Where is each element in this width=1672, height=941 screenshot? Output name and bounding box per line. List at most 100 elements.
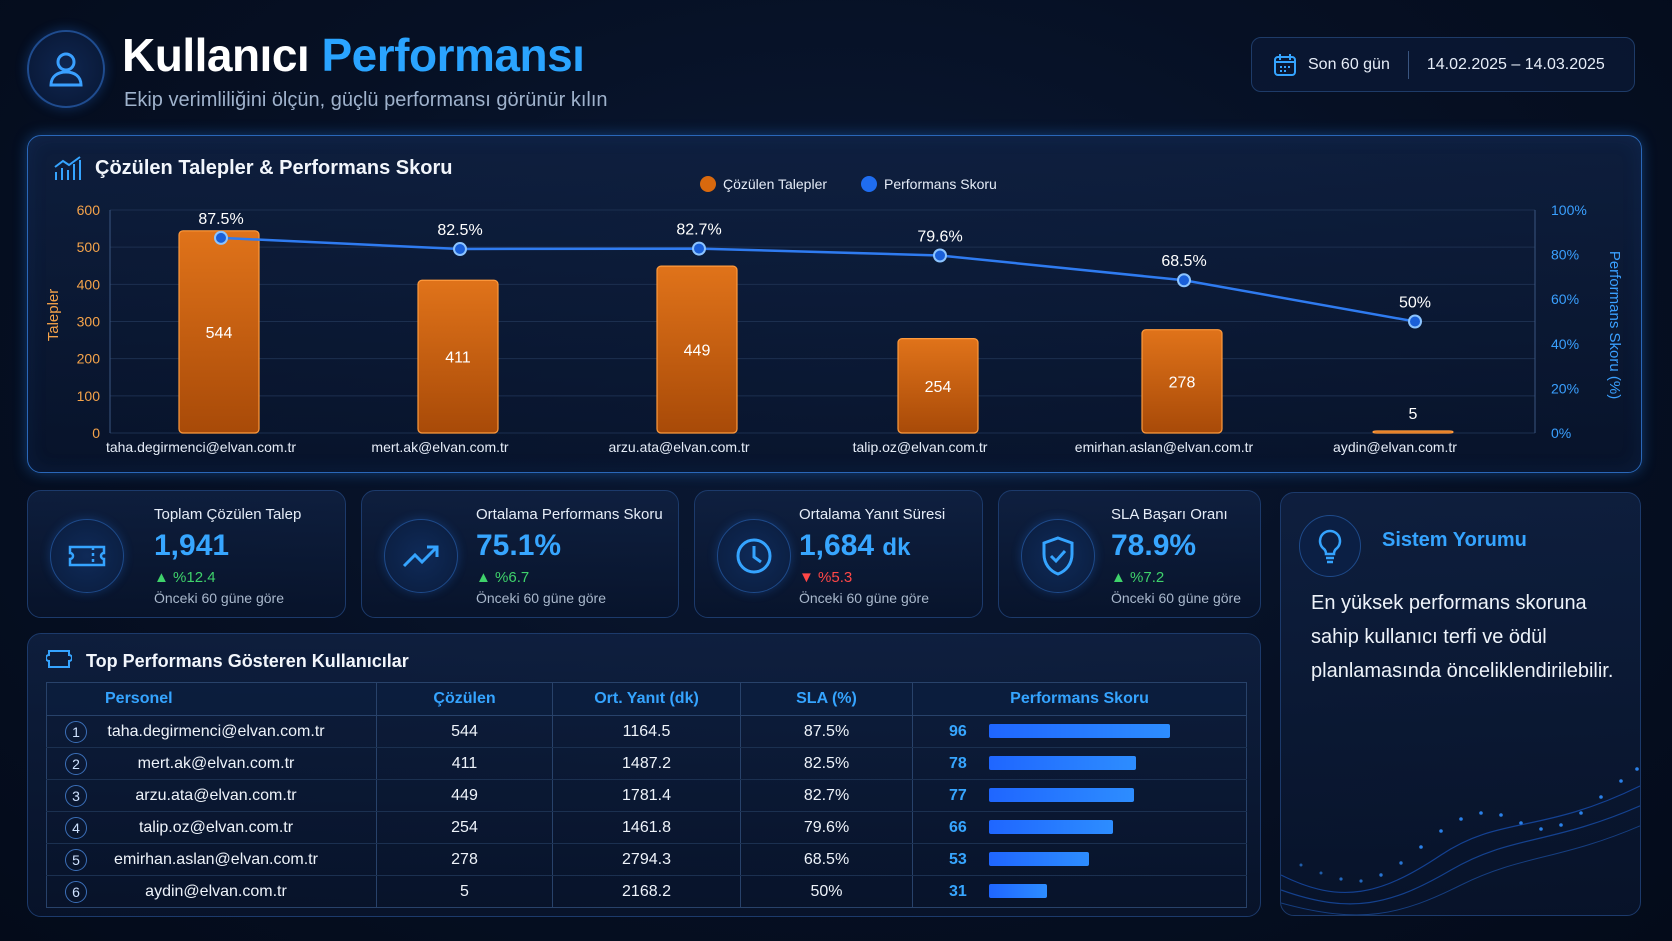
kpi-delta-value: %6.7 — [495, 569, 530, 586]
rank-badge: 3 — [65, 784, 87, 807]
kpi-card-avg-score: Ortalama Performans Skoru 75.1% ▲ %6.7 Ö… — [361, 490, 679, 618]
user-icon — [49, 52, 83, 87]
date-range: 14.02.2025 – 14.03.2025 — [1426, 55, 1605, 73]
kpi-card-sla: SLA Başarı Oranı 78.9% ▲ %7.2 Önceki 60 … — [998, 490, 1261, 618]
x-category-label: arzu.ata@elvan.com.tr — [608, 439, 749, 455]
col-header-personel[interactable]: Personel — [46, 682, 377, 716]
y-tick-label: 100 — [77, 388, 101, 404]
rank-badge: 1 — [65, 720, 87, 743]
cell-solved: 5 — [376, 875, 553, 908]
kpi-note: Önceki 60 güne göre — [154, 590, 284, 606]
col-header-score[interactable]: Performans Skoru — [912, 682, 1247, 716]
kpi-value: 75.1% — [476, 529, 562, 562]
cell-solved: 411 — [376, 747, 553, 780]
score-value: 96 — [949, 722, 967, 740]
kpi-card-total-solved: Toplam Çözülen Talep 1,941 ▲ %12.4 Öncek… — [27, 490, 346, 618]
cell-avg-response: 1487.2 — [552, 747, 741, 780]
table-row[interactable]: 2 mert.ak@elvan.com.tr 411 1487.2 82.5% 78 — [46, 747, 1247, 780]
cell-personel: 1 taha.degirmenci@elvan.com.tr — [46, 715, 377, 748]
score-bar — [989, 724, 1170, 739]
x-category-label: aydin@elvan.com.tr — [1333, 439, 1457, 455]
table-title: Top Performans Gösteren Kullanıcılar — [86, 651, 409, 671]
cell-personel: 3 arzu.ata@elvan.com.tr — [46, 779, 377, 812]
trend-up-icon — [402, 545, 439, 568]
kpi-title: Ortalama Yanıt Süresi — [799, 506, 946, 523]
score-point — [1177, 273, 1191, 288]
table-row[interactable]: 6 aydin@elvan.com.tr 5 2168.2 50% 31 — [46, 875, 1247, 908]
cell-avg-response: 1461.8 — [552, 811, 741, 844]
score-point — [933, 248, 947, 263]
cell-avg-response: 1781.4 — [552, 779, 741, 812]
table-header-row: Personel Çözülen Ort. Yanıt (dk) SLA (%)… — [46, 682, 1247, 716]
x-category-label: talip.oz@elvan.com.tr — [853, 439, 988, 455]
x-category-label: emirhan.aslan@elvan.com.tr — [1075, 439, 1254, 455]
table-row[interactable]: 5 emirhan.aslan@elvan.com.tr 278 2794.3 68.5… — [46, 843, 1247, 876]
bar-value-label: 411 — [445, 350, 471, 367]
score-bar — [989, 820, 1114, 835]
table-row[interactable]: 1 taha.degirmenci@elvan.com.tr 544 1164.5 87… — [46, 715, 1247, 748]
cell-solved: 254 — [376, 811, 553, 844]
comment-title: Sistem Yorumu — [1382, 529, 1527, 551]
score-point — [692, 241, 706, 256]
score-value-label: 68.5% — [1161, 253, 1206, 270]
y2-tick-label: 40% — [1551, 336, 1579, 352]
kpi-delta-value: %12.4 — [173, 569, 216, 586]
table-row[interactable]: 4 talip.oz@elvan.com.tr 254 1461.8 79.6% 66 — [46, 811, 1247, 844]
top-users-table: Personel Çözülen Ort. Yanıt (dk) SLA (%)… — [46, 682, 1247, 908]
cell-score: 53 — [912, 843, 1247, 876]
score-bar — [989, 788, 1135, 803]
y-tick-label: 400 — [77, 276, 101, 292]
cell-score: 96 — [912, 715, 1247, 748]
bar-value-label: 278 — [1169, 374, 1196, 391]
col-header-solved[interactable]: Çözülen — [376, 682, 553, 716]
kpi-value: 1,684 dk — [799, 529, 910, 563]
score-bar — [989, 756, 1137, 771]
user-email: taha.degirmenci@elvan.com.tr — [107, 722, 325, 740]
cell-sla: 68.5% — [740, 843, 913, 876]
table-row[interactable]: 3 arzu.ata@elvan.com.tr 449 1781.4 82.7% 77 — [46, 779, 1247, 812]
user-email: emirhan.aslan@elvan.com.tr — [114, 850, 318, 868]
col-header-sla[interactable]: SLA (%) — [740, 682, 913, 716]
calendar-icon — [1274, 53, 1296, 76]
kpi-title: Toplam Çözülen Talep — [154, 506, 302, 523]
score-value-label: 87.5% — [198, 211, 243, 228]
legend-swatch-score — [861, 176, 877, 192]
bar-value-label: 254 — [925, 379, 952, 396]
user-email: talip.oz@elvan.com.tr — [138, 818, 294, 836]
bar-solved — [1372, 430, 1454, 434]
date-range-picker[interactable]: Son 60 gün 14.02.2025 – 14.03.2025 — [1251, 37, 1635, 92]
kpi-title: SLA Başarı Oranı — [1111, 506, 1228, 523]
score-value: 66 — [949, 818, 967, 836]
user-email: mert.ak@elvan.com.tr — [137, 754, 295, 772]
top-users-panel: Top Performans Gösteren Kullanıcılar Per… — [27, 633, 1261, 917]
legend-swatch-solved — [700, 176, 716, 192]
user-email: aydin@elvan.com.tr — [145, 882, 287, 900]
kpi-delta: ▼ %5.3 — [799, 569, 853, 586]
date-divider — [1407, 50, 1409, 79]
bar-chart-icon — [54, 156, 81, 180]
x-category-label: taha.degirmenci@elvan.com.tr — [106, 439, 296, 455]
chart-panel — [27, 135, 1642, 473]
period-label: Son 60 gün — [1308, 55, 1390, 73]
cell-sla: 87.5% — [740, 715, 913, 748]
rank-badge: 6 — [65, 880, 87, 903]
cell-personel: 4 talip.oz@elvan.com.tr — [46, 811, 377, 844]
comment-text: En yüksek performans skoruna sahip kulla… — [1311, 592, 1614, 682]
kpi-title: Ortalama Performans Skoru — [476, 506, 663, 523]
kpi-value-number: 1,684 — [799, 529, 875, 562]
kpi-icon-wrap — [384, 519, 458, 593]
col-header-avg[interactable]: Ort. Yanıt (dk) — [552, 682, 741, 716]
score-value: 31 — [949, 882, 967, 900]
score-value: 53 — [949, 850, 967, 868]
cell-solved: 544 — [376, 715, 553, 748]
rank-badge: 4 — [65, 816, 87, 839]
cell-score: 66 — [912, 811, 1247, 844]
score-value-label: 82.5% — [437, 222, 482, 239]
y-tick-label: 0 — [92, 425, 100, 441]
y-tick-label: 300 — [77, 314, 101, 330]
combo-chart: 0 100 200 300 400 500 600 0% 20% 40% 60% 80% 100% Tal… — [45, 176, 1623, 455]
cell-sla: 82.7% — [740, 779, 913, 812]
score-value-label: 50% — [1399, 295, 1431, 312]
legend-label-score: Performans Skoru — [884, 176, 997, 192]
cell-personel: 6 aydin@elvan.com.tr — [46, 875, 377, 908]
